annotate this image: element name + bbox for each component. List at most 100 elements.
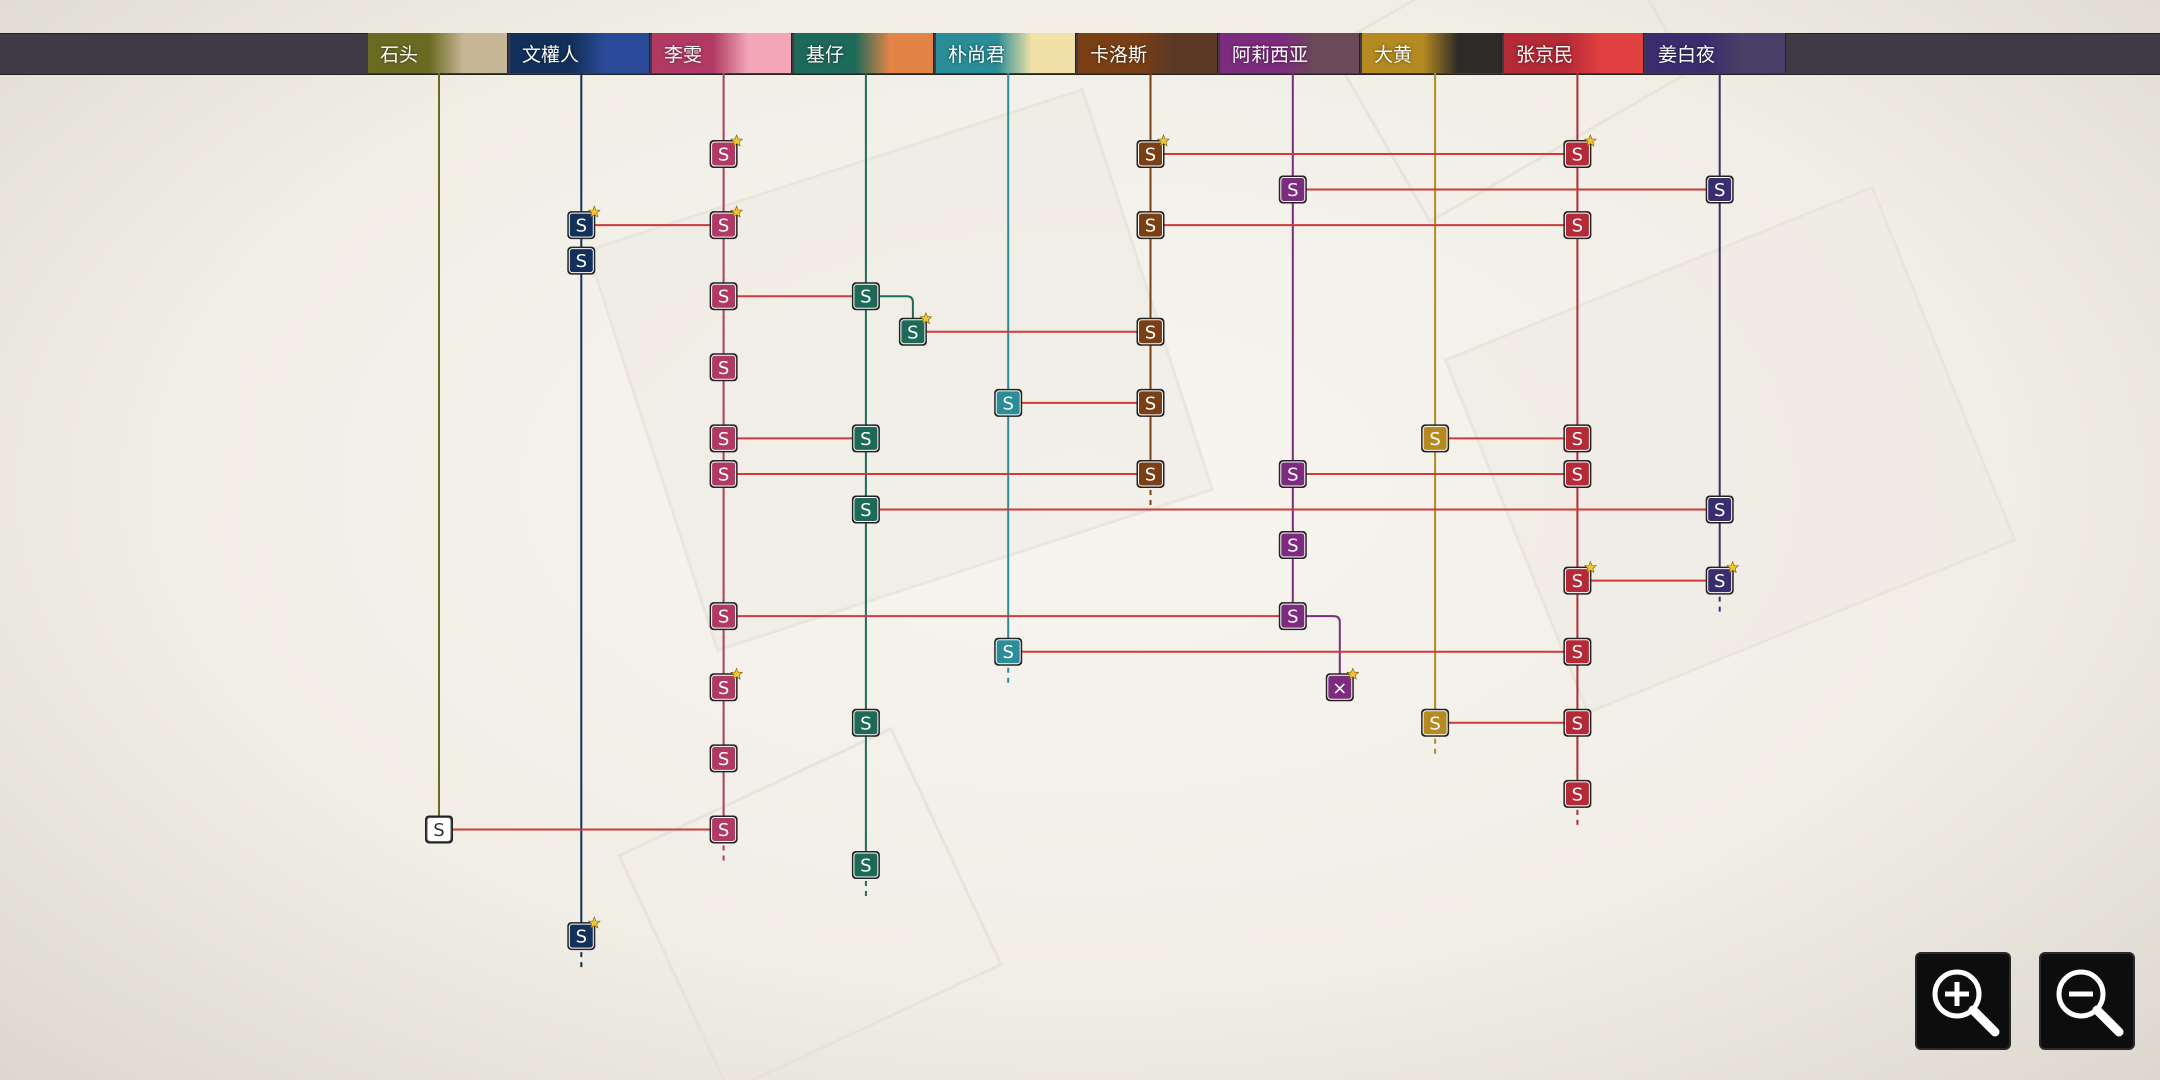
scene-node-label: S <box>1429 429 1440 450</box>
scene-node[interactable]: S <box>1563 779 1592 808</box>
scene-node[interactable]: S <box>851 851 880 879</box>
scene-node[interactable]: S <box>709 815 738 844</box>
scene-node-box <box>853 497 879 522</box>
character-portrait <box>713 33 791 73</box>
scene-node[interactable]: S <box>994 637 1023 666</box>
scene-node[interactable]: S <box>1421 708 1450 737</box>
scene-node[interactable]: × <box>1325 667 1360 702</box>
scene-node[interactable]: S <box>898 311 933 346</box>
scene-node-label: S <box>1287 607 1298 628</box>
scene-node-label: S <box>1002 393 1013 414</box>
scene-node[interactable]: S <box>1278 175 1307 204</box>
character-tab-c7[interactable]: 大黄 <box>1362 33 1502 73</box>
scene-node-label: S <box>1572 784 1583 805</box>
scene-node[interactable]: S <box>1278 459 1307 488</box>
character-tab-c0[interactable]: 石头 <box>368 33 508 73</box>
character-tab-c9[interactable]: 姜白夜 <box>1646 33 1786 73</box>
scene-node[interactable]: S <box>1136 459 1165 488</box>
character-tab-c2[interactable]: 李雯 <box>652 33 792 73</box>
scene-node[interactable]: S <box>851 282 880 311</box>
scene-node-label: S <box>1145 216 1156 237</box>
character-tab-c8[interactable]: 张京民 <box>1504 33 1644 73</box>
scene-node-label: S <box>576 927 587 948</box>
scene-node[interactable]: S <box>709 282 738 311</box>
scene-node-box <box>995 639 1021 665</box>
character-tab-c6[interactable]: 阿莉西亚 <box>1220 33 1360 73</box>
scene-node-label: S <box>1714 571 1725 592</box>
scene-node[interactable]: S <box>1563 708 1592 737</box>
scene-node[interactable]: S <box>1278 602 1307 631</box>
scene-node[interactable]: S <box>425 815 453 844</box>
scene-node[interactable]: S <box>1136 211 1165 240</box>
scene-node-box <box>1707 177 1733 203</box>
scene-node[interactable]: S <box>709 744 738 773</box>
zoom-in-button[interactable] <box>1915 952 2011 1050</box>
character-portrait <box>571 33 649 73</box>
scene-node-box <box>1564 781 1590 807</box>
star-icon <box>919 311 933 325</box>
character-name: 基仔 <box>806 44 845 66</box>
scene-node[interactable]: S <box>1136 134 1170 168</box>
scene-node[interactable]: S <box>709 353 738 382</box>
star-icon <box>587 205 601 218</box>
scene-node[interactable]: S <box>567 916 601 951</box>
scene-node[interactable]: S <box>1136 317 1165 346</box>
scene-node[interactable]: S <box>709 602 738 631</box>
scene-node-label: × <box>1332 678 1347 699</box>
scene-node-label: S <box>1287 464 1298 485</box>
scene-node-label: S <box>1572 571 1583 592</box>
scene-node[interactable]: S <box>709 459 738 488</box>
character-tab-c4[interactable]: 朴尚君 <box>936 33 1076 73</box>
scene-node[interactable]: S <box>1705 560 1740 595</box>
scene-node[interactable]: S <box>1421 424 1450 453</box>
character-name: 卡洛斯 <box>1090 44 1148 66</box>
scene-node-label: S <box>1002 642 1013 663</box>
character-name: 石头 <box>380 44 419 66</box>
character-name: 文權人 <box>522 44 580 66</box>
scene-node-box <box>711 425 737 451</box>
scene-node[interactable]: S <box>1563 211 1592 240</box>
scene-node-label: S <box>718 678 729 699</box>
scene-node[interactable]: S <box>851 424 880 453</box>
character-tab-c3[interactable]: 基仔 <box>794 33 934 73</box>
scene-node[interactable]: S <box>567 246 596 275</box>
scene-node[interactable]: S <box>1278 531 1307 560</box>
scene-node[interactable]: S <box>1563 637 1592 666</box>
scene-node[interactable]: S <box>709 424 738 453</box>
scene-node[interactable]: S <box>851 495 880 524</box>
scene-node[interactable]: S <box>851 708 880 737</box>
scene-node[interactable]: S <box>1705 175 1734 204</box>
character-tab-c1[interactable]: 文權人 <box>510 33 650 73</box>
star-icon <box>1726 560 1740 574</box>
scene-node[interactable]: S <box>994 388 1023 417</box>
scene-node-label: S <box>1572 713 1583 734</box>
scene-node[interactable]: S <box>1705 495 1734 524</box>
scene-node[interactable]: S <box>1563 424 1592 453</box>
branch-connector <box>865 295 914 332</box>
scene-node-label: S <box>1145 322 1156 343</box>
character-name: 朴尚君 <box>948 44 1006 66</box>
scene-node-label: S <box>1429 713 1440 734</box>
scene-node[interactable]: S <box>1563 134 1597 168</box>
scene-node[interactable]: S <box>567 205 601 240</box>
scene-node-box <box>711 603 737 629</box>
scene-node[interactable]: S <box>709 134 744 168</box>
scene-node-box <box>1280 177 1306 203</box>
scene-node[interactable]: S <box>709 667 744 702</box>
scene-node[interactable]: S <box>1136 388 1165 417</box>
scene-node[interactable]: S <box>709 205 744 240</box>
route-links <box>439 153 1720 831</box>
star-icon <box>1583 560 1597 574</box>
character-tab-c5[interactable]: 卡洛斯 <box>1078 33 1218 73</box>
scene-node-box <box>711 816 737 842</box>
scene-node[interactable]: S <box>1563 560 1597 595</box>
scene-node-box <box>1564 568 1590 594</box>
scene-node-label: S <box>1287 180 1298 201</box>
zoom-out-button[interactable] <box>2039 952 2135 1050</box>
character-portrait <box>429 33 507 73</box>
scene-node-label: S <box>1145 145 1156 166</box>
scene-node[interactable]: S <box>1563 459 1592 488</box>
character-portrait <box>1707 33 1785 73</box>
scene-node-label: S <box>1572 216 1583 237</box>
character-portrait <box>1139 33 1217 73</box>
